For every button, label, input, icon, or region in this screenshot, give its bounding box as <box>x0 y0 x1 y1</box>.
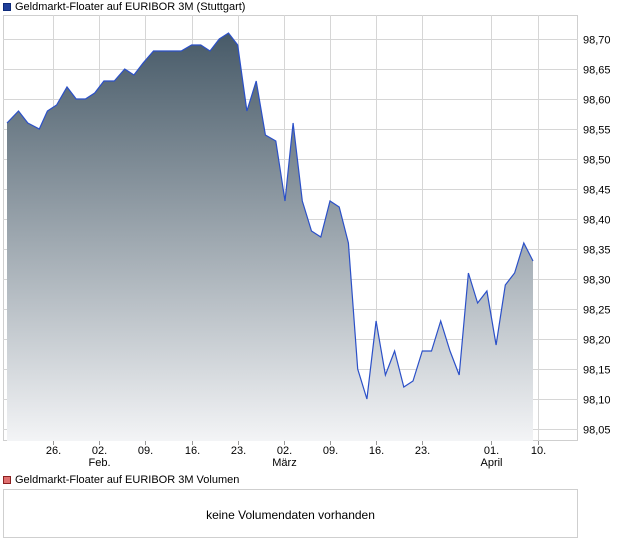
y-tick-label: 98,10 <box>583 395 611 407</box>
x-tick-label: 10. <box>531 445 546 457</box>
x-tick-month-label: April <box>480 457 502 469</box>
y-tick-label: 98,65 <box>583 65 611 77</box>
y-tick-label: 98,40 <box>583 215 611 227</box>
price-line <box>6 32 534 400</box>
x-tick-label: 02. <box>277 445 292 457</box>
y-tick-label: 98,55 <box>583 125 611 137</box>
x-tick-label: 23. <box>415 445 430 457</box>
y-tick-label: 98,50 <box>583 155 611 167</box>
y-tick-label: 98,15 <box>583 365 611 377</box>
volume-series-swatch <box>3 476 11 484</box>
price-legend: Geldmarkt-Floater auf EURIBOR 3M (Stuttg… <box>3 0 245 14</box>
price-legend-label: Geldmarkt-Floater auf EURIBOR 3M (Stuttg… <box>15 1 246 13</box>
y-tick-label: 98,35 <box>583 245 611 257</box>
volume-legend: Geldmarkt-Floater auf EURIBOR 3M Volumen <box>3 473 239 487</box>
x-tick-month-label: März <box>272 457 296 469</box>
x-tick-label: 09. <box>138 445 153 457</box>
x-tick-label: 02. <box>92 445 107 457</box>
x-tick-label: 16. <box>185 445 200 457</box>
y-tick-label: 98,60 <box>583 95 611 107</box>
x-tick-label: 23. <box>231 445 246 457</box>
x-tick-label: 16. <box>369 445 384 457</box>
x-tick-month-label: Feb. <box>88 457 110 469</box>
y-axis: 98,05 98,10 98,15 98,20 98,25 98,30 98,35 98,40… <box>583 35 611 437</box>
y-tick-label: 98,45 <box>583 185 611 197</box>
volume-legend-label: Geldmarkt-Floater auf EURIBOR 3M Volumen <box>15 474 240 486</box>
price-chart: 98,05 98,10 98,15 98,20 98,25 98,30 98,35 98,40… <box>3 15 611 469</box>
price-area <box>7 33 533 441</box>
y-tick-label: 98,25 <box>583 305 611 317</box>
y-tick-label: 98,20 <box>583 335 611 347</box>
x-tick-label: 26. <box>46 445 61 457</box>
y-tick-label: 98,70 <box>583 35 611 47</box>
x-tick-label: 09. <box>323 445 338 457</box>
x-tick-label: 01. <box>484 445 499 457</box>
volume-empty-message: keine Volumendaten vorhanden <box>206 508 375 522</box>
y-tick-label: 98,05 <box>583 425 611 437</box>
price-series-swatch <box>3 3 11 11</box>
volume-panel: keine Volumendaten vorhanden <box>3 489 578 538</box>
y-tick-label: 98,30 <box>583 275 611 287</box>
